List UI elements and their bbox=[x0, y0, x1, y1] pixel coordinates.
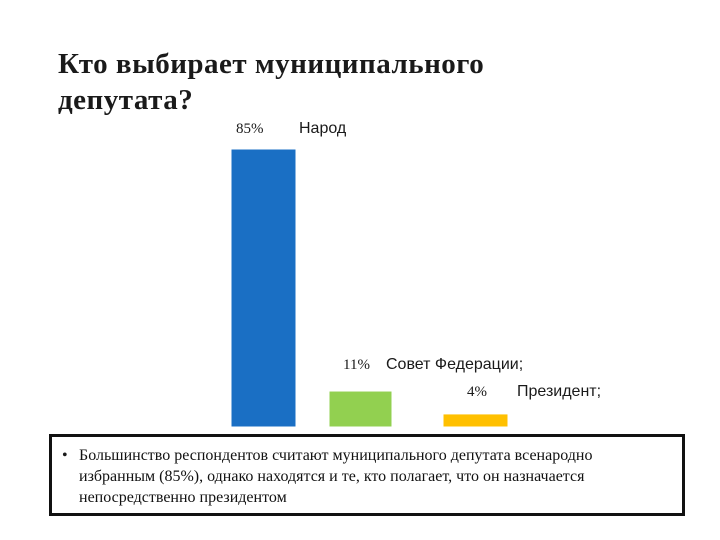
summary-text: Большинство респондентов считают муницип… bbox=[79, 447, 593, 506]
category-label-3: Президент; bbox=[517, 383, 601, 400]
bullet-point: • bbox=[62, 447, 68, 464]
category-label-2: Совет Федерации; bbox=[386, 356, 523, 373]
category-label-1: Народ bbox=[299, 120, 347, 137]
value-label-1: 85% bbox=[236, 121, 264, 137]
slide-title: Кто выбирает муниципального депутата? bbox=[58, 48, 485, 116]
bar-1 bbox=[230, 148, 297, 428]
value-label-3: 4% bbox=[467, 384, 487, 400]
value-label-2: 11% bbox=[343, 357, 370, 373]
summary-box: • Большинство респондентов считают муниц… bbox=[49, 434, 685, 516]
bar-2 bbox=[328, 390, 393, 428]
bar-3 bbox=[442, 413, 509, 428]
